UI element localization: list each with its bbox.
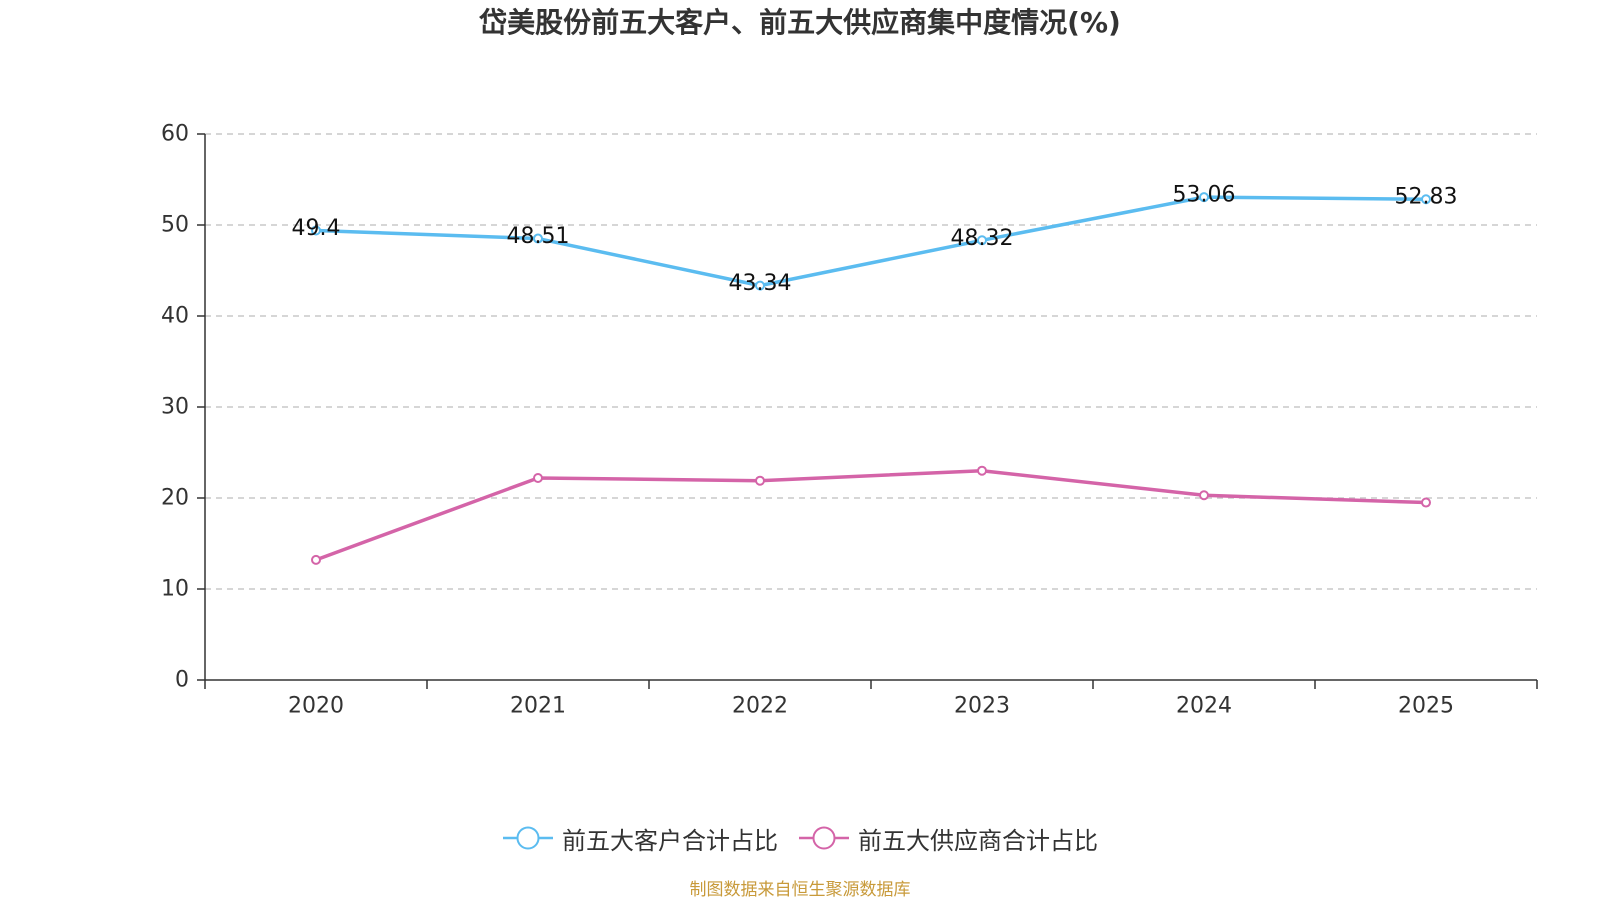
x-tick-label: 2023 bbox=[954, 694, 1010, 719]
data-point-series-2[interactable] bbox=[311, 554, 321, 565]
data-point-series-2[interactable] bbox=[533, 472, 543, 483]
data-point-series-2[interactable] bbox=[1421, 497, 1431, 508]
x-tick-label: 2024 bbox=[1176, 694, 1232, 719]
y-tick-label: 30 bbox=[161, 395, 189, 420]
data-point-series-1[interactable] bbox=[1199, 192, 1209, 203]
data-point-series-2[interactable] bbox=[1199, 490, 1209, 501]
y-tick-label: 60 bbox=[161, 122, 189, 147]
legend-item-customers[interactable]: 前五大客户合计占比 bbox=[503, 818, 778, 858]
data-label: 49.4 bbox=[292, 216, 341, 241]
legend-label-suppliers: 前五大供应商合计占比 bbox=[858, 826, 1098, 855]
data-source-note: 制图数据来自恒生聚源数据库 bbox=[689, 880, 911, 900]
legend-swatch-suppliers bbox=[799, 826, 849, 850]
data-point-series-1[interactable] bbox=[755, 280, 765, 291]
legend-swatch-circle-icon bbox=[516, 826, 540, 850]
data-label: 52.83 bbox=[1395, 185, 1458, 210]
x-tick-label: 2021 bbox=[510, 694, 566, 719]
data-label: 48.32 bbox=[951, 226, 1014, 251]
data-point-series-2[interactable] bbox=[755, 475, 765, 486]
legend-label-customers: 前五大客户合计占比 bbox=[562, 826, 778, 855]
data-point-series-2[interactable] bbox=[977, 465, 987, 476]
data-label: 53.06 bbox=[1173, 183, 1236, 208]
x-tick-label: 2020 bbox=[288, 694, 344, 719]
y-tick-label: 0 bbox=[175, 668, 189, 693]
y-tick-label: 20 bbox=[161, 486, 189, 511]
y-tick-label: 50 bbox=[161, 213, 189, 238]
legend-swatch-customers bbox=[503, 826, 553, 850]
data-point-series-1[interactable] bbox=[311, 225, 321, 236]
data-point-series-1[interactable] bbox=[977, 235, 987, 246]
y-tick-label: 10 bbox=[161, 577, 189, 602]
series-line-1 bbox=[314, 195, 1428, 288]
legend-item-suppliers[interactable]: 前五大供应商合计占比 bbox=[799, 818, 1098, 858]
legend-swatch-circle-icon bbox=[812, 826, 836, 850]
x-tick-label: 2025 bbox=[1398, 694, 1454, 719]
chart-title: 岱美股份前五大客户、前五大供应商集中度情况(%) bbox=[479, 6, 1121, 39]
series-line-2 bbox=[314, 468, 1428, 562]
data-label: 43.34 bbox=[729, 271, 792, 296]
y-tick-label: 40 bbox=[161, 304, 189, 329]
data-point-series-1[interactable] bbox=[1421, 194, 1431, 205]
data-label: 48.51 bbox=[507, 224, 570, 249]
x-tick-label: 2022 bbox=[732, 694, 788, 719]
data-point-series-1[interactable] bbox=[533, 233, 543, 244]
